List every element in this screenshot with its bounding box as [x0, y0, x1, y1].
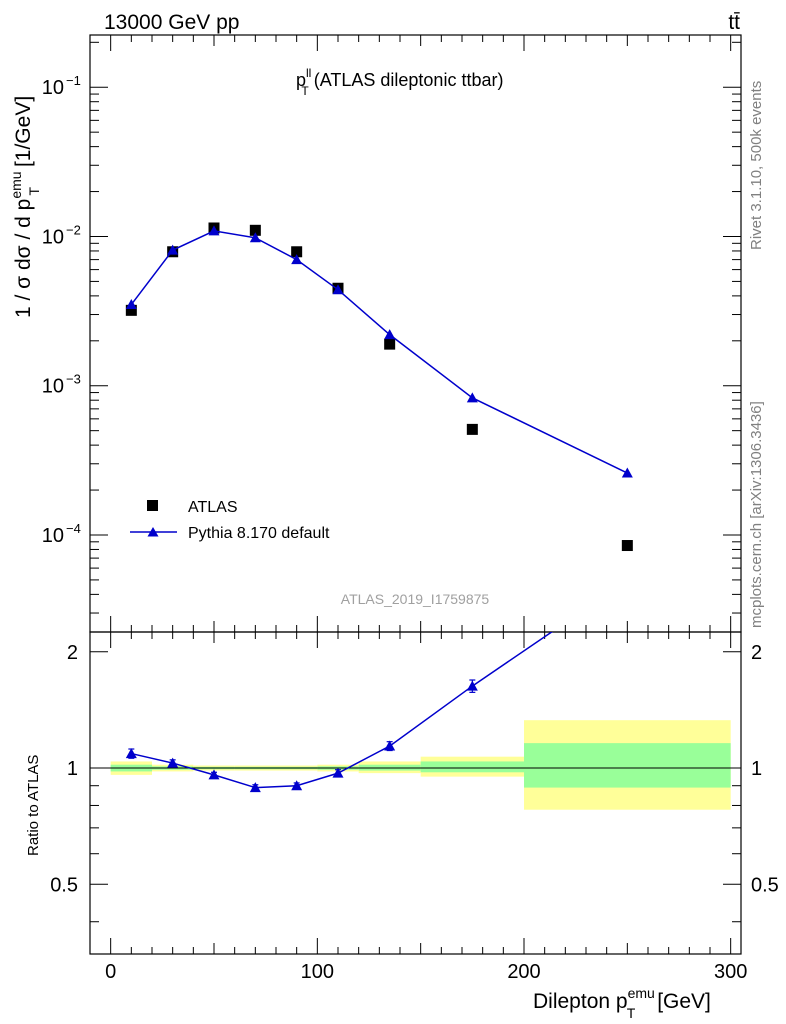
- plot-title-sub: T: [301, 84, 309, 98]
- ratio-point: [332, 767, 344, 778]
- main-y-tick-exponent: −2: [66, 222, 81, 237]
- ratio-ylabel: Ratio to ATLAS: [25, 755, 42, 856]
- rivet-version-label: Rivet 3.1.10, 500k events: [748, 81, 765, 250]
- xlabel-sub: T: [627, 1005, 636, 1021]
- ratio-point: [208, 769, 220, 780]
- xlabel-unit: [GeV]: [651, 990, 711, 1013]
- plot-title-rest: (ATLAS dileptonic ttbar): [309, 70, 504, 90]
- main-y-tick-label: 10: [42, 525, 64, 547]
- pythia-point: [125, 299, 137, 310]
- xlabel: Dilepton pemu T [GeV]: [533, 985, 711, 1021]
- header-right-label: tt̄: [728, 11, 740, 34]
- pythia-point: [291, 254, 303, 265]
- plot-title-sup: ll: [306, 66, 311, 80]
- pythia-point: [208, 225, 220, 236]
- ratio-point: [622, 575, 633, 585]
- main-y-tick-exponent: −3: [66, 372, 81, 387]
- main-ylabel-unit: [1/GeV]: [12, 96, 35, 173]
- main-frame: [89, 34, 742, 633]
- ratio-y-tick-label-left: 2: [67, 642, 78, 664]
- main-ylabel-sup: emu: [8, 171, 24, 198]
- atlas-point: [621, 540, 633, 552]
- ratio-point: [125, 748, 137, 759]
- x-tick-label: 100: [301, 961, 334, 983]
- ratio-y-tick-label-right: 2: [751, 642, 762, 664]
- pythia-point: [384, 329, 396, 340]
- xlabel-sup: emu: [628, 985, 655, 1001]
- ratio-y-tick-label-left: 1: [67, 758, 78, 780]
- ratio-y-tick-label-left: 0.5: [50, 874, 78, 896]
- pythia-point: [621, 467, 633, 478]
- atlas-point: [384, 338, 396, 350]
- xlabel-text: Dilepton p: [533, 990, 628, 1013]
- main-y-tick-exponent: −4: [66, 521, 81, 536]
- ratio-y-tick-label-right: 1: [751, 758, 762, 780]
- legend-pythia-marker: [147, 527, 159, 537]
- legend-pythia-label: Pythia 8.170 default: [188, 525, 330, 542]
- pythia-point: [466, 392, 478, 403]
- ratio-frame: [89, 631, 742, 955]
- mcplots-label: mcplots.cern.ch [arXiv:1306.3436]: [748, 401, 765, 628]
- x-tick-label: 300: [714, 961, 747, 983]
- main-y-tick-label: 10: [42, 77, 64, 99]
- x-tick-label: 200: [507, 961, 540, 983]
- pythia-point: [167, 244, 179, 255]
- atlas-point: [249, 224, 261, 236]
- axes: [89, 34, 742, 955]
- ratio-point: [291, 780, 303, 791]
- main-ylabel: 1 / σ dσ / d pemu T [1/GeV]: [8, 96, 42, 318]
- plot-title: pll T (ATLAS dileptonic ttbar): [296, 66, 503, 98]
- ratio-y-tick-label-right: 0.5: [751, 874, 779, 896]
- x-tick-label: 0: [105, 961, 116, 983]
- main-ylabel-sub: T: [26, 186, 42, 195]
- ratio-series: [125, 575, 633, 793]
- ratio-point: [249, 782, 261, 793]
- legend-atlas-marker: [147, 500, 158, 511]
- main-series: [125, 222, 633, 552]
- analysis-id-label: ATLAS_2019_I1759875: [341, 591, 490, 607]
- ratio-band-inner: [420, 761, 524, 773]
- atlas-point: [466, 423, 478, 435]
- ratio-point: [167, 757, 179, 768]
- atlas-point: [125, 304, 137, 316]
- main-ylabel-text: 1 / σ dσ / d p: [12, 199, 35, 318]
- ratio-point: [466, 680, 478, 691]
- main-y-tick-label: 10: [42, 226, 64, 248]
- main-y-tick-label: 10: [42, 376, 64, 398]
- header-left-label: 13000 GeV pp: [104, 11, 239, 34]
- pythia-point: [249, 232, 261, 243]
- pythia-point: [332, 284, 344, 295]
- legend-atlas-label: ATLAS: [188, 499, 238, 516]
- ratio-uncertainty-bands: [110, 720, 731, 810]
- plot-title-main: p: [296, 70, 306, 90]
- main-y-tick-exponent: −1: [66, 73, 81, 88]
- ratio-band-inner: [524, 743, 731, 788]
- ratio-point: [384, 740, 396, 751]
- pythia-line: [130, 230, 628, 474]
- atlas-point: [291, 246, 303, 258]
